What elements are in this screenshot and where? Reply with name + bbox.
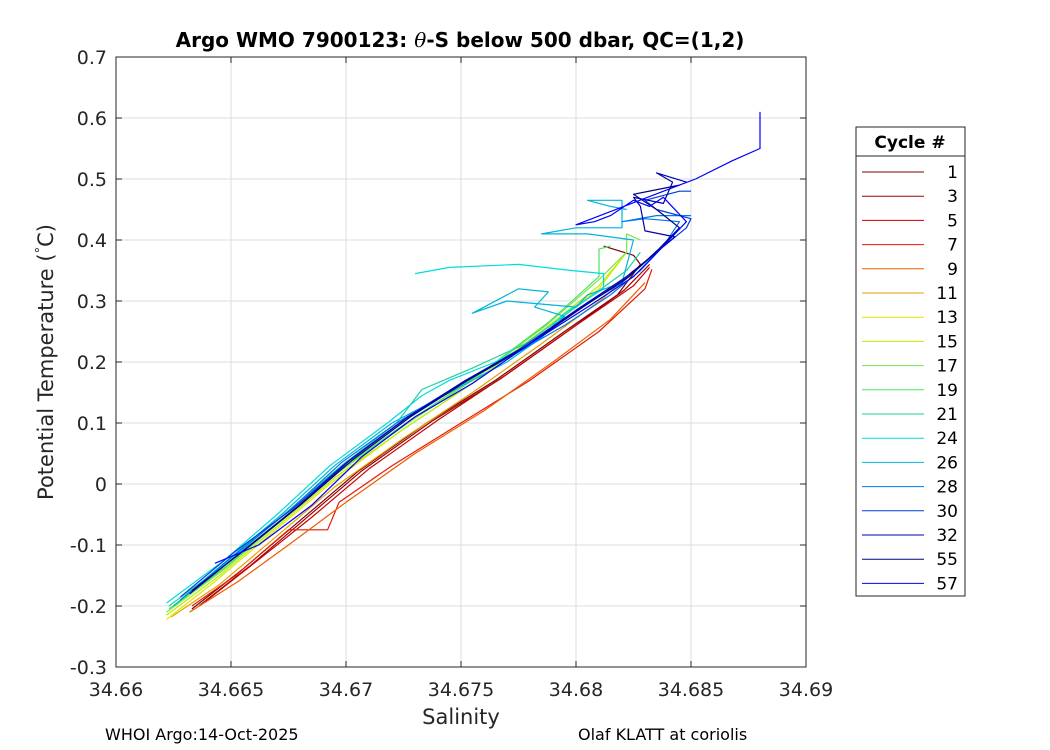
series-line-cycle-5 bbox=[203, 267, 651, 604]
series-line-cycle-26 bbox=[173, 199, 635, 607]
legend-label-cycle-7: 7 bbox=[947, 236, 958, 256]
legend-label-cycle-24: 24 bbox=[936, 429, 958, 449]
chart-title-theta: θ bbox=[414, 28, 426, 52]
y-axis-label-prefix: Potential Temperature ( bbox=[34, 253, 58, 500]
x-tick-label: 34.685 bbox=[658, 679, 724, 701]
y-axis-label-degree: ° bbox=[34, 247, 49, 254]
grid bbox=[116, 57, 806, 667]
legend-label-cycle-55: 55 bbox=[936, 550, 958, 570]
chart-title-suffix: -S below 500 dbar, QC=(1,2) bbox=[426, 28, 744, 52]
legend-label-cycle-9: 9 bbox=[947, 260, 958, 280]
legend-label-cycle-26: 26 bbox=[936, 453, 958, 473]
legend-label-cycle-1: 1 bbox=[947, 163, 958, 183]
y-tick-label: 0.2 bbox=[77, 352, 107, 374]
series-line-cycle-9 bbox=[189, 282, 646, 613]
y-tick-label: 0.7 bbox=[77, 47, 107, 69]
y-axis-label-suffix: C) bbox=[34, 224, 58, 247]
series-line-cycle-28 bbox=[180, 215, 691, 601]
series-line-cycle-55 bbox=[191, 184, 681, 592]
legend-label-cycle-32: 32 bbox=[936, 526, 958, 546]
x-tick-label: 34.68 bbox=[549, 679, 603, 701]
axis-ticks bbox=[115, 56, 807, 668]
chart-title-prefix: Argo WMO 7900123: bbox=[176, 28, 415, 52]
x-tick-label: 34.66 bbox=[89, 679, 143, 701]
x-tick-label: 34.67 bbox=[319, 679, 373, 701]
y-axis-label: Potential Temperature (°C) bbox=[34, 224, 58, 500]
y-tick-label: -0.1 bbox=[70, 535, 107, 557]
chart-title: Argo WMO 7900123: θ-S below 500 dbar, QC… bbox=[176, 28, 745, 52]
x-tick-labels: 34.66 34.665 34.67 34.675 34.68 34.685 34.69 bbox=[89, 679, 833, 701]
x-tick-label: 34.675 bbox=[428, 679, 494, 701]
legend-label-cycle-57: 57 bbox=[936, 574, 958, 594]
legend-label-cycle-15: 15 bbox=[936, 332, 958, 352]
y-tick-label: 0.3 bbox=[77, 291, 107, 313]
legend-label-cycle-28: 28 bbox=[936, 478, 958, 498]
legend-label-cycle-19: 19 bbox=[936, 381, 958, 401]
y-tick-label: 0.5 bbox=[77, 169, 107, 191]
series-line-cycle-3 bbox=[198, 263, 651, 607]
series-line-cycle-57 bbox=[214, 111, 761, 564]
x-tick-label: 34.69 bbox=[779, 679, 833, 701]
y-tick-label: 0.1 bbox=[77, 413, 107, 435]
y-tick-labels: -0.3 -0.2 -0.1 0 0.1 0.2 0.3 0.4 0.5 0.6 0.7 bbox=[70, 47, 107, 679]
legend-label-cycle-5: 5 bbox=[947, 211, 958, 231]
legend-label-cycle-3: 3 bbox=[947, 187, 958, 207]
y-tick-label: 0.6 bbox=[77, 108, 107, 130]
legend-label-cycle-17: 17 bbox=[936, 357, 958, 377]
y-tick-label: -0.2 bbox=[70, 596, 107, 618]
y-tick-label: -0.3 bbox=[70, 657, 107, 679]
footer-left-credit: WHOI Argo:14-Oct-2025 bbox=[105, 725, 299, 744]
legend-title: Cycle # bbox=[874, 133, 945, 153]
footer-right-credit: Olaf KLATT at coriolis bbox=[578, 725, 748, 744]
series-line-cycle-15 bbox=[166, 257, 623, 616]
series-line-cycle-7 bbox=[191, 269, 653, 607]
legend-label-cycle-11: 11 bbox=[936, 284, 958, 304]
legend-box bbox=[855, 126, 966, 597]
y-tick-label: 0.4 bbox=[77, 230, 107, 252]
data-series bbox=[166, 111, 761, 620]
legend-label-cycle-30: 30 bbox=[936, 502, 958, 522]
y-tick-label: 0 bbox=[95, 474, 107, 496]
legend-label-cycle-13: 13 bbox=[936, 308, 958, 328]
x-axis-label: Salinity bbox=[422, 705, 500, 729]
x-tick-label: 34.665 bbox=[198, 679, 264, 701]
legend-label-cycle-21: 21 bbox=[936, 405, 958, 425]
